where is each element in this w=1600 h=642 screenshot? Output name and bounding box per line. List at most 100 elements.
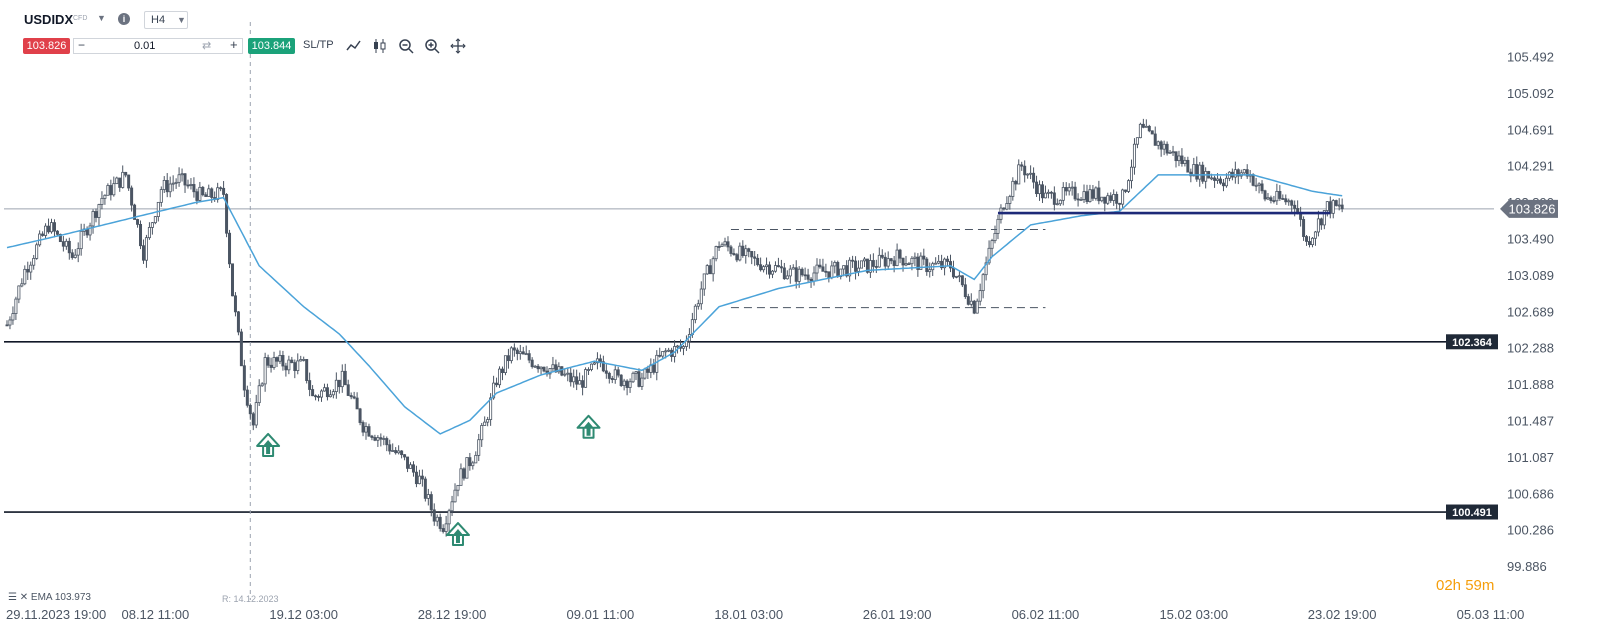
candle-body [486,419,490,423]
candle-body [631,372,635,383]
candle-body [857,267,861,272]
candle-body [922,255,926,260]
candle-body [664,350,668,353]
time-axis[interactable]: 29.11.2023 19:00 08.12 11:00 19.12 03:00 28… [6,607,1524,622]
candle-body [1085,191,1089,202]
candle-body [474,454,478,464]
candle-body [465,457,469,479]
candle-body [613,369,617,380]
candle-body [1026,173,1030,176]
candle-body [874,266,878,268]
candle-body [747,248,751,252]
candle-body [1290,200,1294,206]
candle-body [646,368,650,373]
candle-body [150,222,154,228]
remove-indicator-icon[interactable]: ✕ [19,592,29,603]
candle-body [1138,123,1142,139]
candle-body [239,331,243,367]
candle-body [1165,143,1169,154]
candle-body [219,187,223,190]
candle-body [1094,187,1098,199]
candle-body [907,263,911,266]
timeframe-select[interactable]: H4 ▼ [144,11,188,29]
candle-body [569,372,573,383]
candle-body [833,261,837,267]
zoom-in-icon[interactable] [423,37,441,55]
candlestick-icon[interactable] [371,37,389,55]
candle-body [216,187,220,200]
candle-body [1029,172,1033,175]
candle-body [409,464,413,469]
candle-body [1156,141,1160,146]
time-tick-label: 05.03 11:00 [1457,607,1525,622]
info-icon[interactable]: i [118,13,130,25]
candle-body [1106,195,1110,204]
sltp-button[interactable]: SL/TP [303,39,334,51]
countdown-minutes: 59m [1465,577,1495,594]
decrease-quantity-button[interactable]: − [78,38,86,52]
candle-body [14,298,18,315]
swap-icon[interactable]: ⇄ [202,40,212,52]
candle-body [711,258,715,275]
candle-body [1189,171,1193,177]
candle-body [41,233,45,236]
quantity-value[interactable]: 0.01 [134,40,156,52]
increase-quantity-button[interactable]: + [230,37,238,52]
up-arrow-icon [576,414,601,439]
candle-body [331,391,335,396]
candle-body [575,376,579,385]
candle-body [136,219,140,225]
candle-body [1147,125,1151,132]
candle-body [492,382,496,399]
candle-body [883,256,887,267]
quantity-stepper[interactable]: − 0.01 ⇄ + [73,37,243,54]
candle-body [702,273,706,290]
candle-body [459,468,463,486]
buy-button[interactable]: 103.844 [248,38,295,54]
up-arrow-fill [451,529,464,544]
candle-body [1216,178,1220,181]
candle-body [548,368,552,375]
symbol-name[interactable]: USDIDX [24,12,74,27]
candle-body [1174,151,1178,162]
candle-body [934,262,938,265]
sell-button[interactable]: 103.826 [23,38,70,54]
candle-body [836,261,840,278]
candle-body [1319,218,1323,226]
candle-body [946,258,950,262]
candle-body [1210,177,1214,180]
candle-body [901,257,905,266]
candle-body [189,184,193,186]
candle-body [305,359,309,381]
candle-body [889,258,893,262]
candle-body [848,259,852,277]
candle-body [1088,189,1092,202]
candle-body [1340,204,1344,210]
candle-body [1097,187,1101,202]
candle-body [1302,219,1306,237]
candle-body [827,271,831,279]
candle-body [726,241,730,248]
candle-body [141,245,145,261]
candle-body [340,370,344,388]
candle-body [177,174,181,183]
candle-body [447,510,451,525]
candle-body [1293,204,1297,209]
time-tick-label: 06.02 11:00 [1012,607,1080,622]
candle-body [495,382,499,386]
indicator-menu-icon[interactable]: ☰ [8,592,17,603]
price-axis[interactable]: 105.492105.092104.691104.291103.890103.4… [1507,50,1554,575]
indicator-legend[interactable]: ☰ ✕ EMA 103.973 [8,592,91,603]
crosshair-icon[interactable] [449,37,467,55]
candle-body [1017,164,1021,185]
candle-body [453,489,457,503]
candle-body [1201,164,1205,182]
candle-body [1058,199,1062,205]
zoom-out-icon[interactable] [397,37,415,55]
candle-body [1168,151,1172,154]
symbol-dropdown-icon[interactable]: ▼ [97,13,106,23]
candle-body [1046,191,1050,194]
candle-body [1159,141,1163,150]
line-chart-icon[interactable] [345,37,363,55]
